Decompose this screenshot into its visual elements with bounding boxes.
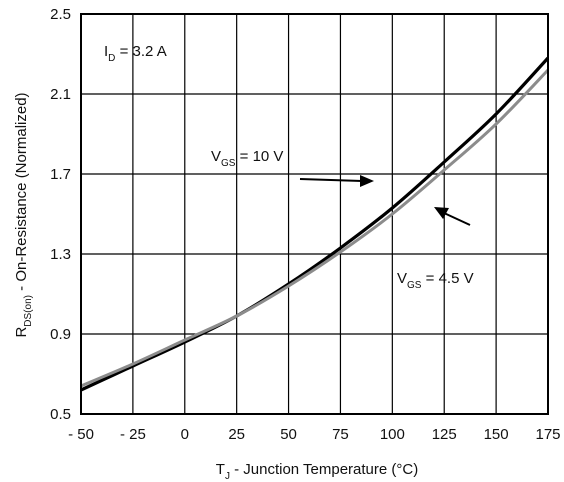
x-tick-label: 75: [332, 426, 349, 443]
series-line-vgs-4-5v: [80, 68, 550, 388]
x-tick-label: 0: [181, 426, 189, 443]
x-tick-label: 150: [484, 426, 509, 443]
series-label-vgs-10v: VGS = 10 V: [211, 148, 283, 169]
y-axis-title: RDS(on) - On-Resistance (Normalized): [13, 92, 34, 337]
series-label-vgs-4-5v: VGS = 4.5 V: [397, 270, 474, 291]
x-tick-label: - 25: [120, 426, 146, 443]
plot-frame: [80, 13, 549, 415]
arrow-to-vgs-10v: [299, 175, 374, 187]
arrow-to-vgs-4-5v: [434, 207, 471, 226]
series-line-vgs-10v: [80, 56, 550, 392]
y-tick-label: 2.1: [50, 86, 71, 103]
x-tick-label: 175: [535, 426, 560, 443]
x-tick-label: 50: [280, 426, 297, 443]
x-tick-labels: - 50 - 25 0 25 50 75 100 125 150 175: [68, 426, 560, 443]
series-lines: [80, 56, 550, 392]
x-tick-label: 100: [380, 426, 405, 443]
x-tick-label: 25: [228, 426, 245, 443]
y-tick-label: 1.3: [50, 246, 71, 263]
x-tick-label: 125: [432, 426, 457, 443]
y-tick-label: 0.5: [50, 406, 71, 423]
y-tick-label: 2.5: [50, 6, 71, 23]
x-axis-title: TJ - Junction Temperature (°C): [216, 461, 418, 482]
y-tick-label: 0.9: [50, 326, 71, 343]
current-annotation: ID = 3.2 A: [104, 43, 167, 64]
x-tick-label: - 50: [68, 426, 94, 443]
grid: [80, 13, 549, 415]
y-tick-labels: 0.5 0.9 1.3 1.7 2.1 2.5: [50, 6, 71, 423]
y-tick-label: 1.7: [50, 166, 71, 183]
